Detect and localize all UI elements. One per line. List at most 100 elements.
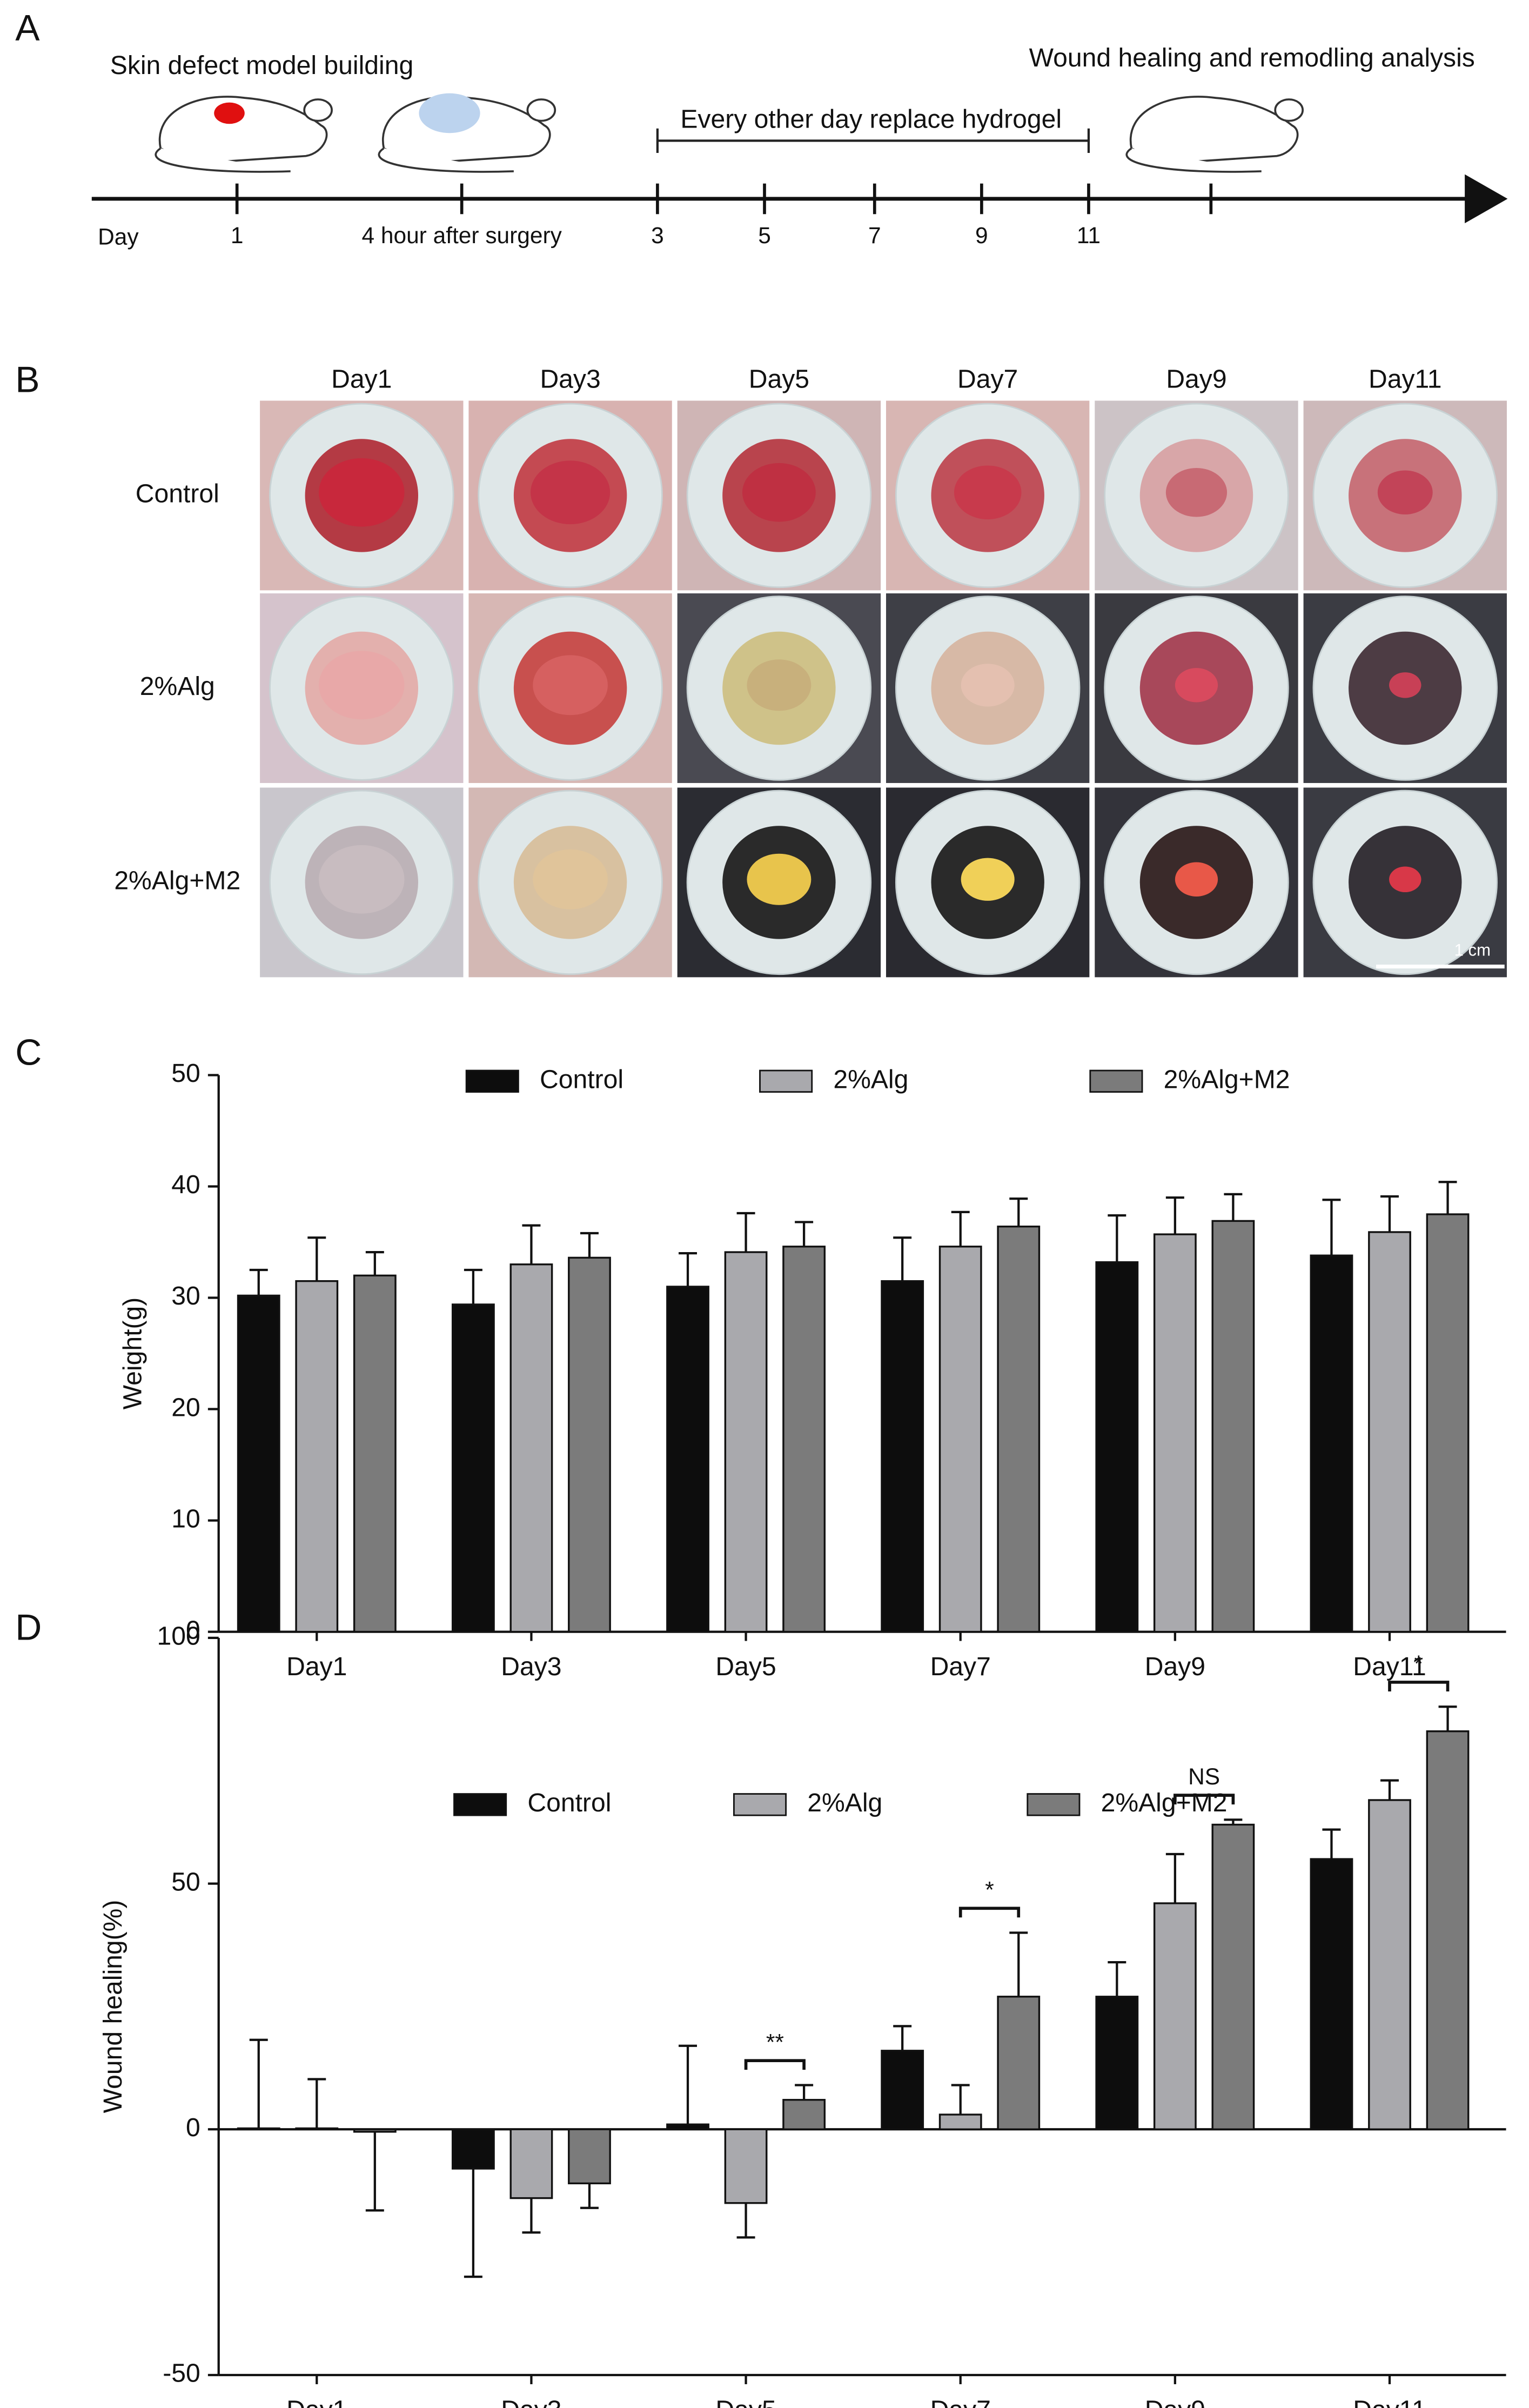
wound [1389, 866, 1421, 893]
significance-label: NS [1188, 1764, 1220, 1789]
bar [1153, 1902, 1197, 2130]
panel-label: C [15, 1033, 42, 1073]
bar [1310, 1254, 1353, 1633]
x-tick-label: Day9 [1145, 1652, 1205, 1681]
wound [1175, 862, 1218, 897]
wound [319, 651, 405, 720]
wound [533, 849, 608, 909]
bar [997, 1225, 1041, 1633]
mouse-icon [155, 93, 1304, 173]
timeline-tick-label: 1 [231, 223, 244, 248]
timeline-tick-label: 7 [868, 223, 881, 248]
x-tick-label: Day1 [286, 1652, 347, 1681]
wound [1389, 672, 1421, 698]
x-tick-label: Day11 [1353, 1652, 1426, 1681]
bar [1095, 1261, 1139, 1633]
wound [954, 465, 1022, 520]
significance-label: ** [766, 2029, 784, 2055]
bracket [656, 128, 1090, 153]
wound [961, 858, 1015, 901]
bar [1368, 1231, 1411, 1633]
row-label: Control [136, 479, 219, 509]
significance-bracket [744, 2059, 806, 2070]
wound [319, 845, 405, 914]
column-header: Day11 [1369, 364, 1441, 393]
timeline-title: Wound healing and remodling analysis [1029, 43, 1475, 72]
photo-grid: Day1 Day3 Day5 Day7 Day9 Day11 Control 2%Alg 2%A… [114, 364, 1507, 978]
bar [724, 2128, 768, 2204]
wound [742, 463, 816, 522]
bar [295, 1280, 339, 1633]
timeline-arrow [1465, 174, 1508, 224]
bar [1211, 1823, 1255, 2130]
wound [747, 853, 812, 905]
x-tick-label: Day3 [501, 2396, 561, 2408]
bar [1211, 1220, 1255, 1633]
wound [747, 659, 812, 711]
column-header: Day3 [540, 364, 600, 393]
x-tick-label: Day7 [930, 1652, 991, 1681]
column-header: Day5 [749, 364, 809, 393]
significance-bracket [958, 1907, 1021, 1918]
column-header: Day1 [331, 364, 392, 393]
panel-label: B [15, 359, 39, 400]
legend-label: 2%Alg+M2 [1164, 1065, 1290, 1094]
timeline-title: Skin defect model building [110, 51, 413, 80]
timeline-tick-label: 11 [1077, 223, 1101, 248]
wound [531, 460, 611, 525]
column-header: Day7 [957, 364, 1018, 393]
legend-label: 2%Alg [833, 1065, 908, 1094]
bar [237, 2127, 280, 2130]
bar [997, 1996, 1041, 2130]
bar [568, 2128, 611, 2185]
column-header: Day9 [1166, 364, 1226, 393]
significance-bracket [1388, 1681, 1450, 1691]
y-tick-label: 50 [171, 1059, 200, 1088]
scale-bar-label: 1 cm [1454, 940, 1491, 959]
wound [961, 664, 1015, 707]
timeline-tick-label: 9 [975, 223, 988, 248]
y-tick-label: 10 [171, 1504, 200, 1533]
panel-label: A [15, 8, 40, 49]
y-tick-label: 0 [186, 2113, 200, 2142]
bar [1426, 1730, 1470, 2130]
legend-swatch [1089, 1069, 1143, 1093]
row-label: 2%Alg+M2 [114, 866, 240, 895]
timeline-tick-label: 5 [758, 223, 771, 248]
bracket-label: Every other day replace hydrogel [680, 104, 1062, 133]
legend-swatch [733, 1793, 787, 1816]
charts: C Weight(g) 0 10 20 30 40 50 Day1 Day3 Day5 Day7 Day… [15, 1033, 1506, 2408]
bar [353, 2128, 397, 2133]
bar [353, 1274, 397, 1633]
bar [1426, 1213, 1470, 1633]
bar [295, 2127, 339, 2130]
bar [509, 1263, 553, 1633]
y-tick-label: 20 [171, 1393, 200, 1422]
bar [666, 2123, 709, 2130]
wound [1165, 467, 1228, 517]
x-tick-label: Day5 [715, 1652, 776, 1681]
bar [1310, 1858, 1353, 2130]
timeline-ticks: 1 4 hour after surgery 3 5 7 9 11 [231, 183, 1101, 248]
bar [782, 2099, 826, 2130]
y-tick-label: 50 [171, 1867, 200, 1896]
y-axis-label: Wound healing(%) [98, 1900, 128, 2113]
wound [1175, 668, 1218, 703]
bar [451, 2128, 495, 2170]
legend-label: 2%Alg [807, 1788, 882, 1817]
y-tick-label: 0 [186, 1615, 200, 1644]
bar [881, 1280, 924, 1633]
bar [1095, 1996, 1139, 2130]
bar [237, 1294, 280, 1633]
bar [509, 2128, 553, 2199]
day-label: Day [98, 224, 139, 250]
legend-label: Control [527, 1788, 611, 1817]
significance-label: * [1414, 1651, 1424, 1676]
legend-label: 2%Alg+M2 [1101, 1788, 1228, 1817]
panel-label: D [15, 1608, 42, 1648]
wound [319, 458, 405, 527]
wound [1377, 470, 1433, 515]
legend-label: Control [540, 1065, 623, 1094]
